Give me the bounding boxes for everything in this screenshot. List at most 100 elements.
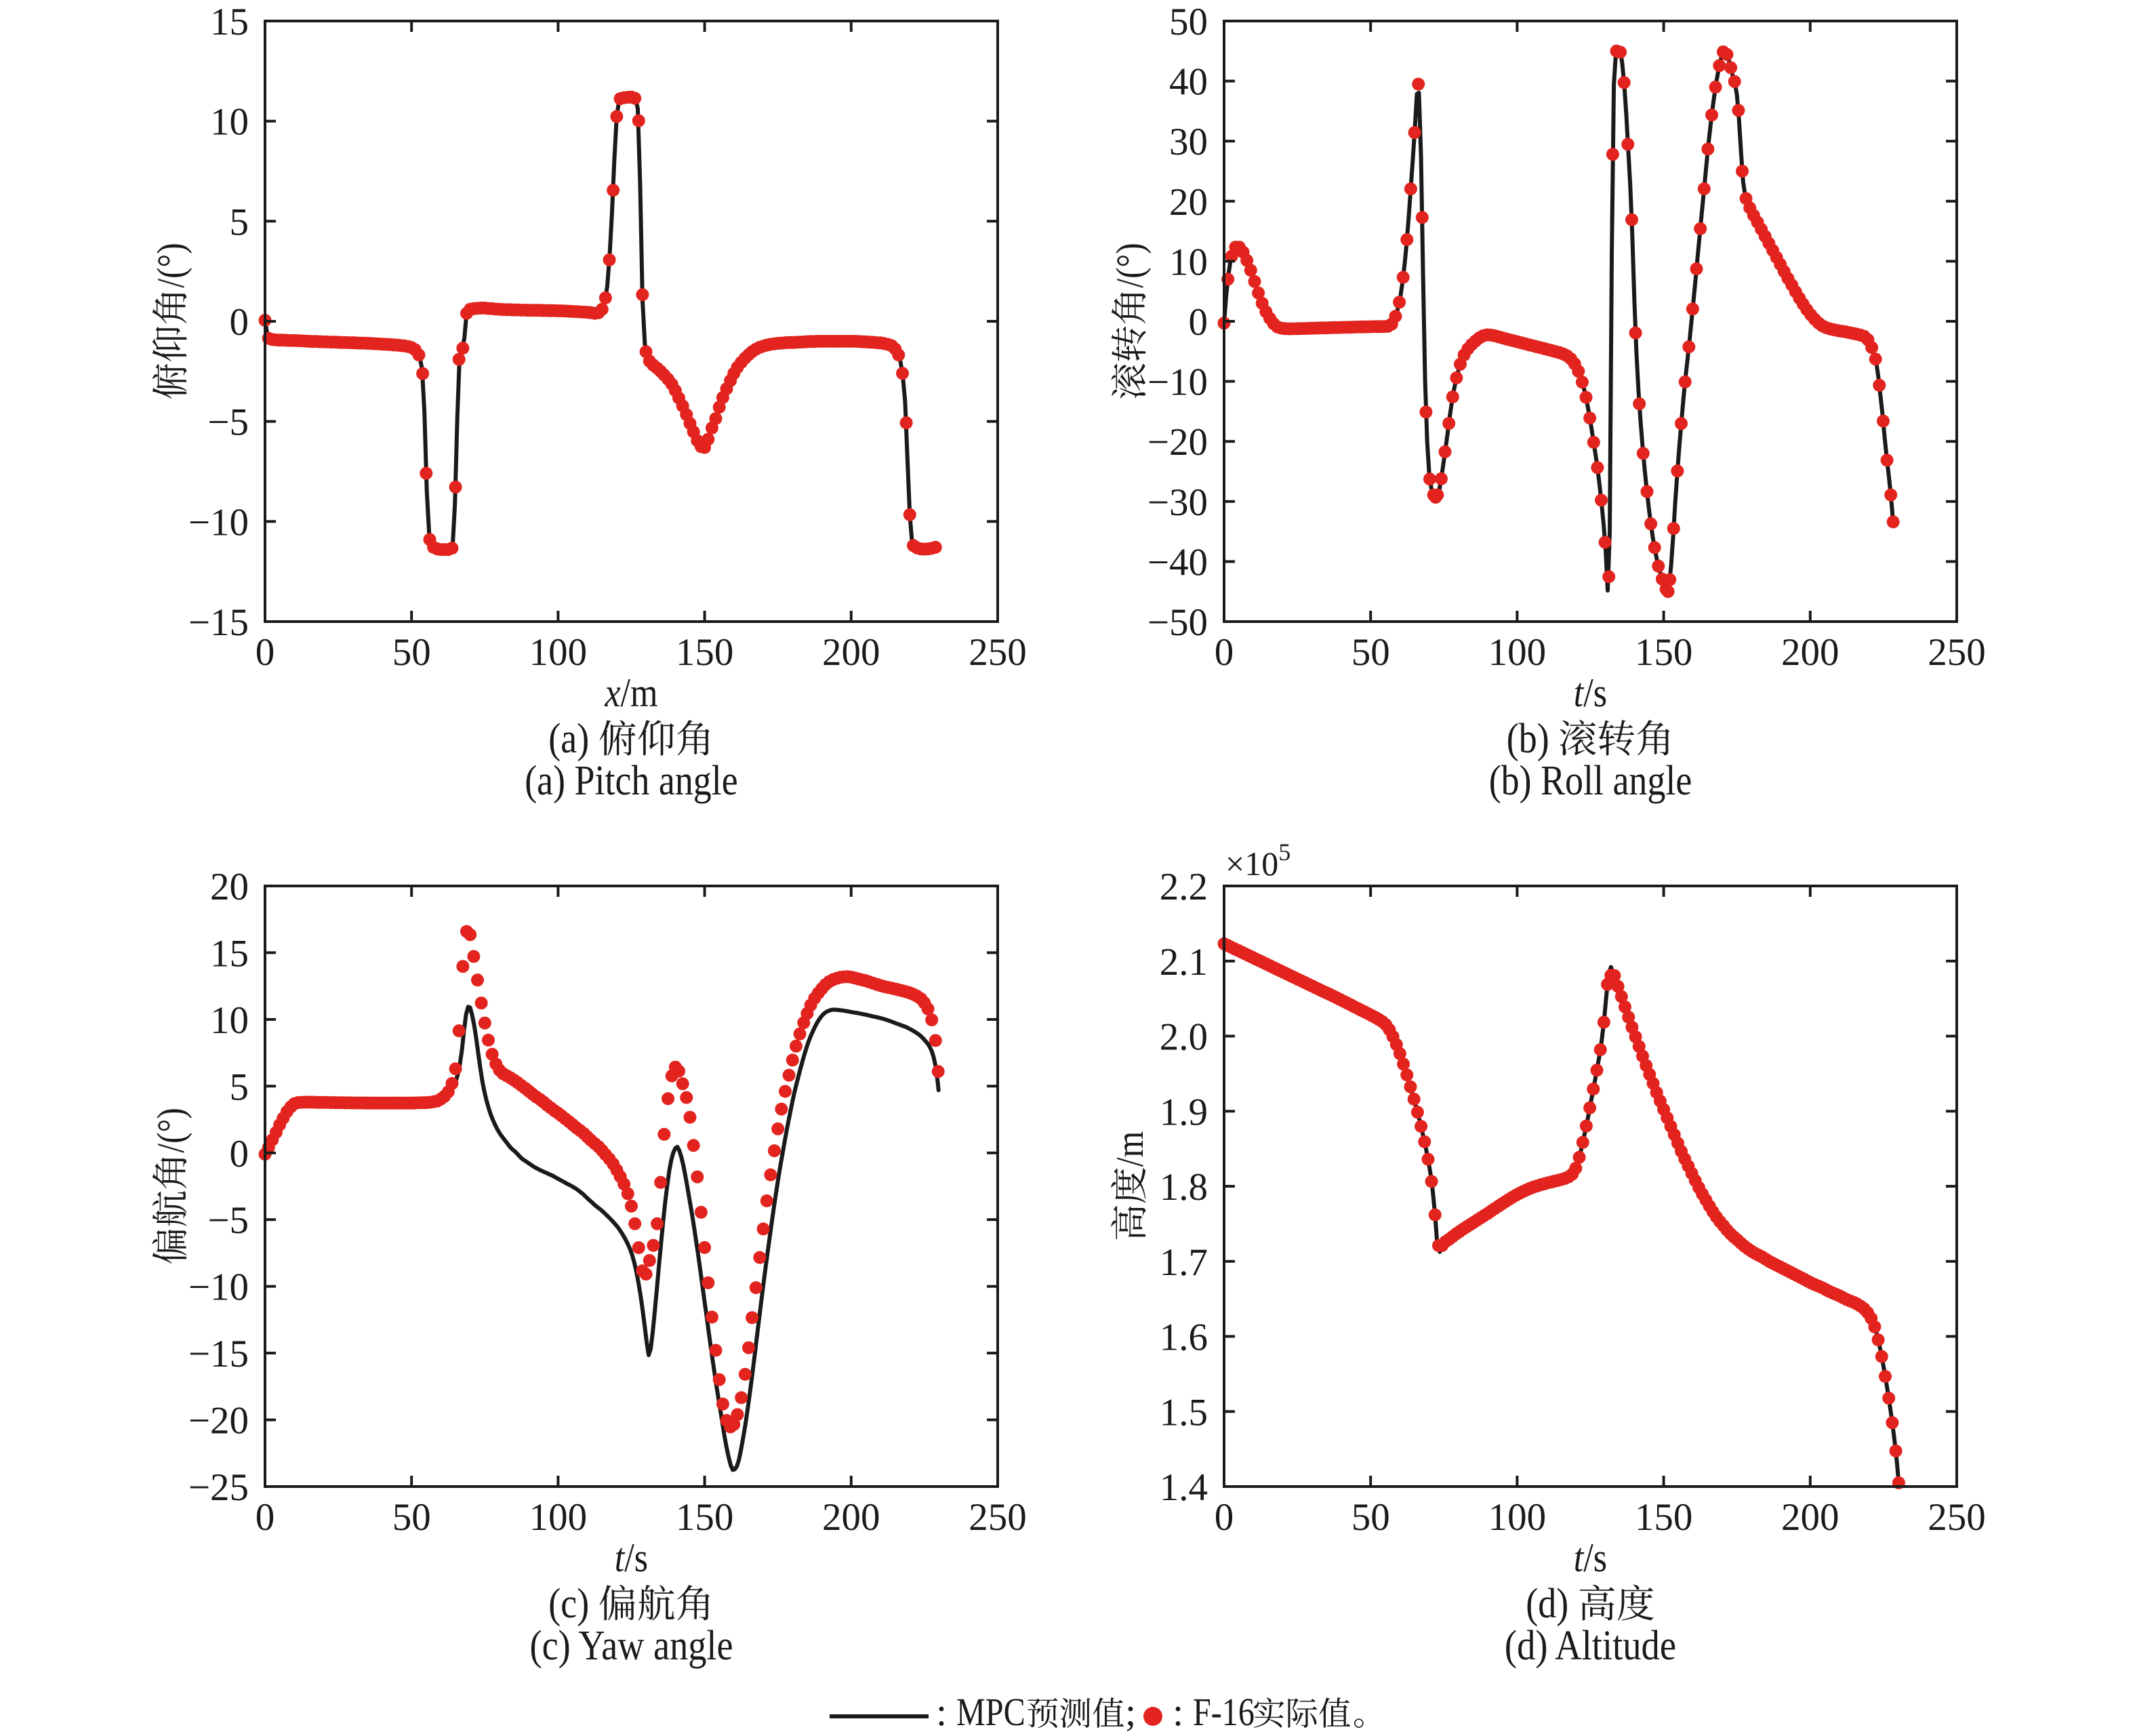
f16-data-point (1393, 296, 1406, 309)
f16-data-point (1397, 1057, 1410, 1071)
cjk-text: F-16实际值 (1253, 1697, 1413, 1733)
f16-data-point (1575, 376, 1589, 389)
cjk-glyph (1560, 720, 1596, 756)
f16-data-point (1404, 1080, 1417, 1093)
f16-data-point (1889, 1445, 1903, 1457)
label-text: (c) Yaw angle (530, 1623, 733, 1669)
axes-box-d (1223, 885, 1958, 1488)
f16-data-point (1576, 1135, 1589, 1149)
y-tick-label: 2.2 (1160, 866, 1208, 908)
label-text: F-16 (1193, 1690, 1255, 1734)
label-text: t (615, 1535, 626, 1580)
y-tick-label: 20 (210, 866, 249, 908)
f16-data-point (449, 1062, 462, 1076)
f16-data-point (485, 1047, 499, 1061)
x-axis-label-d: t/s (1574, 1535, 1607, 1580)
cjk-glyph (152, 326, 187, 361)
cjk-glyph (152, 1191, 187, 1226)
y-tick-label: 10 (210, 999, 249, 1042)
cjk-glyph (1028, 1697, 1058, 1729)
f16-data-point (694, 1205, 708, 1219)
x-tick-label: 150 (676, 1496, 734, 1539)
f16-data-point (1625, 213, 1638, 226)
f16-data-point (1663, 573, 1677, 586)
f16-data-point (1884, 488, 1898, 502)
f16-data-point (1425, 1175, 1438, 1188)
label-text: /(°) (150, 243, 192, 288)
label-text: MPC (956, 1690, 1025, 1734)
f16-data-point (467, 950, 481, 963)
f16-data-point (639, 1268, 653, 1281)
label-text: : (1173, 1690, 1194, 1734)
f16-data-point (1415, 1120, 1428, 1133)
f16-data-point (1412, 77, 1425, 91)
y-tick-label: 15 (210, 1, 249, 43)
ticks-b (1223, 20, 1958, 623)
legend-sep-2: : (1173, 1690, 1194, 1734)
f16-data-point (1407, 1093, 1421, 1106)
cjk-glyph (1111, 326, 1146, 361)
x-tick-label: 150 (1635, 1496, 1693, 1539)
cjk-glyph (1288, 1698, 1318, 1728)
f16-data-point (1438, 445, 1452, 458)
label-text: /s (624, 1535, 648, 1580)
f16-data-point (921, 1002, 935, 1015)
cjk-glyph (638, 1585, 674, 1621)
f16-data-point (1621, 138, 1635, 151)
f16-data-point (892, 348, 906, 362)
y-tick-label: −15 (188, 601, 249, 644)
cjk-glyph (1319, 1697, 1351, 1728)
f16-data-point (1587, 1083, 1600, 1096)
f16-data-point (478, 1016, 491, 1030)
f16-data-point (727, 1417, 741, 1431)
f16-data-point (1882, 1392, 1896, 1405)
y-tick-label: −25 (188, 1466, 249, 1509)
f16-data-point (610, 110, 624, 123)
y-tick-label: −10 (1147, 361, 1208, 404)
f16-data-point (1697, 182, 1711, 195)
cjk-glyph (1111, 363, 1146, 399)
subplot-c: 0 50 100 150 200 250 −25 −20 −15 −10 −5 0 5 10 15 20 t/s… (150, 866, 1027, 1669)
f16-data-point (452, 352, 466, 366)
x-axis-label-c: t/s (615, 1535, 648, 1580)
f16-data-point (1644, 517, 1658, 531)
x-tick-label: 100 (1488, 631, 1547, 674)
f16-data-point (1606, 148, 1619, 161)
caption-en-a: (a) Pitch angle (525, 758, 737, 804)
y-tick-labels-a: −15 −10 −5 0 5 10 15 (188, 1, 249, 644)
f16-data-point (1879, 1370, 1892, 1383)
caption-cn-a: (a) (a) 俯仰角 (548, 716, 710, 762)
f16-data-point (1590, 1064, 1604, 1077)
y-tick-label: 0 (230, 1133, 249, 1175)
label-text: (c) (548, 1581, 598, 1627)
f16-data-point (768, 1144, 781, 1158)
f16-data-point (456, 960, 470, 973)
cjk-glyph (1093, 1697, 1124, 1728)
f16-data-point (1871, 1333, 1885, 1347)
f16-data-point (412, 348, 426, 362)
cjk-glyph (638, 720, 674, 756)
f16-data-point (716, 1397, 729, 1411)
f16-data-point (1598, 536, 1612, 549)
y-tick-label: 1.4 (1160, 1466, 1208, 1509)
f16-data-point (1579, 390, 1593, 404)
f16-data-point (595, 302, 609, 316)
f16-data-point (1682, 340, 1696, 354)
f16-data-point (1873, 378, 1886, 392)
f16-data-point (1648, 541, 1661, 554)
legend-sep-1: : (936, 1690, 957, 1734)
f16-data-point (687, 1139, 700, 1152)
f16-data-point (1686, 302, 1699, 316)
y-tick-label: 1.6 (1160, 1316, 1208, 1359)
f16-data-point (775, 1102, 788, 1116)
f16-data-point (598, 291, 612, 304)
cjk-text: 滚转角 (1110, 288, 1151, 400)
f16-data-point (647, 1238, 660, 1252)
f16-data-point (654, 1175, 668, 1189)
f16-data-point (1709, 81, 1722, 94)
f16-data-point (1393, 1047, 1406, 1060)
y-tick-label: 40 (1169, 61, 1208, 104)
f16-data-point (1418, 1135, 1431, 1148)
f16-data-point (1694, 222, 1707, 235)
y-tick-label: −20 (188, 1400, 249, 1442)
